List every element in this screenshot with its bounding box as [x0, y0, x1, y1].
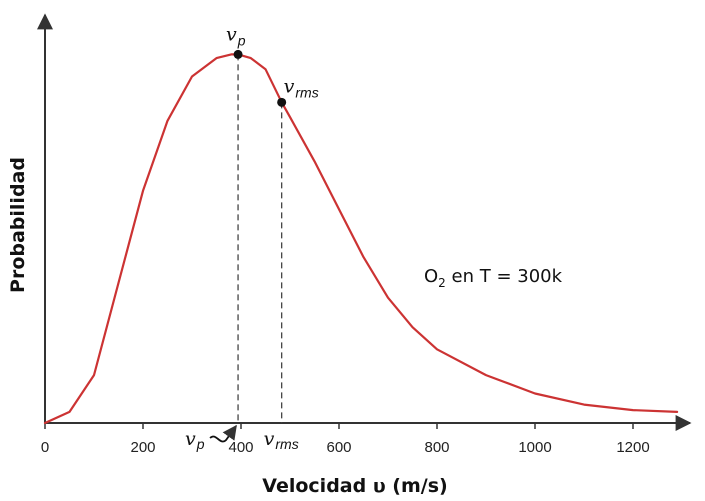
axis-marker-subscript: p [196, 436, 205, 452]
axis-marker-label: vp [185, 428, 205, 452]
annotation-suffix: en T = 300k [446, 266, 563, 287]
x-tick-label: 1000 [518, 439, 551, 456]
point-label-subscript: p [237, 32, 246, 48]
point-label-symbol: v [284, 75, 295, 97]
annotation-subscript: 2 [438, 276, 446, 290]
axis-marker-symbol: v [264, 428, 275, 450]
x-tick-label: 400 [228, 439, 253, 456]
x-tick-label: 600 [326, 439, 351, 456]
annotation-prefix: O [424, 266, 438, 287]
x-axis-title: Velocidad υ (m/s) [262, 475, 447, 497]
distribution-curve-group [43, 53, 679, 425]
x-tick-label: 800 [424, 439, 449, 456]
point-label-vrms: vrms [284, 75, 319, 100]
series-line [43, 53, 679, 425]
point-vp [233, 49, 243, 59]
axis-marker-subscript: rms [275, 436, 298, 452]
x-tick-label: 200 [130, 439, 155, 456]
axis-marker-label: vrms [264, 428, 299, 452]
x-tick-label: 0 [41, 439, 49, 456]
y-axis-title: Probabilidad [7, 157, 29, 293]
point-label-vp: vp [226, 23, 246, 48]
point-vrms [277, 97, 287, 107]
axes [37, 13, 692, 431]
axis-marker-symbol: v [185, 428, 196, 450]
gas-annotation: O2 en T = 300k [424, 266, 563, 290]
x-tick-label: 1200 [616, 439, 649, 456]
vp-pointer-arrow [209, 424, 237, 443]
guide-lines [237, 54, 283, 423]
point-label-subscript: rms [295, 84, 318, 100]
point-label-symbol: v [226, 23, 237, 45]
